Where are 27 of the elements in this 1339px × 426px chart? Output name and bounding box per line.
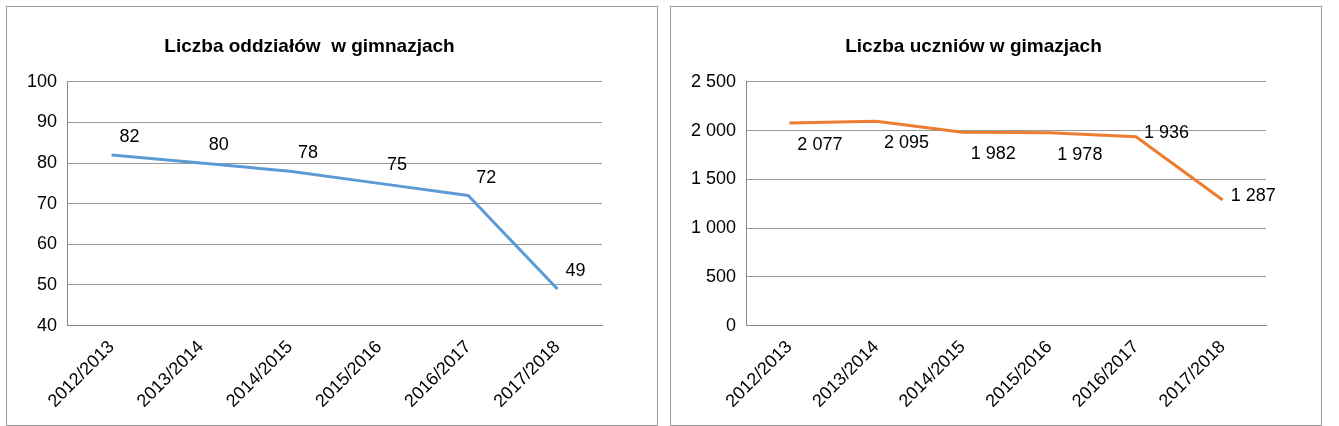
y-tick-label: 60 — [37, 233, 58, 254]
y-tick-label: 100 — [26, 70, 58, 91]
data-label: 1 982 — [970, 143, 1016, 164]
data-label: 78 — [297, 142, 318, 163]
y-tick-label: 40 — [37, 314, 58, 335]
y-tick-label: 2 500 — [691, 70, 737, 91]
data-label: 1 936 — [1144, 121, 1190, 142]
y-tick-label: 1 000 — [691, 217, 737, 238]
data-label: 82 — [119, 125, 140, 146]
y-tick-label: 70 — [37, 192, 58, 213]
y-tick-label: 500 — [706, 265, 737, 286]
data-label: 2 077 — [797, 134, 843, 155]
data-label: 1 978 — [1057, 143, 1103, 164]
data-label: 2 095 — [884, 132, 930, 153]
data-label: 1 287 — [1230, 185, 1276, 206]
data-label: 49 — [565, 259, 586, 280]
y-tick-label: 1 500 — [691, 168, 737, 189]
y-tick-label: 0 — [726, 314, 737, 335]
y-tick-label: 2 000 — [691, 119, 737, 140]
y-tick-label: 80 — [37, 152, 58, 173]
data-label: 72 — [476, 166, 497, 187]
y-tick-label: 50 — [37, 273, 58, 294]
chart-title: Liczba oddziałów w gimnazjach — [164, 34, 455, 56]
chart-title: Liczba uczniów w gimazjach — [845, 34, 1102, 56]
y-tick-label: 90 — [37, 111, 58, 132]
data-label: 75 — [387, 154, 408, 175]
data-label: 80 — [208, 134, 229, 155]
